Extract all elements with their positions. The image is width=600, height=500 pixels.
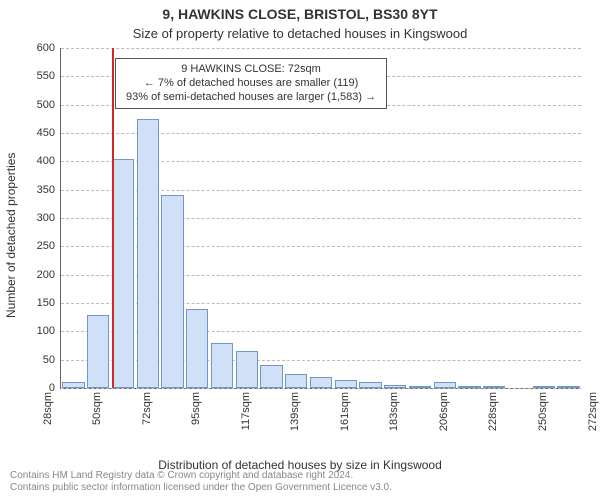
x-tick-label: 250sqm [537, 392, 549, 442]
y-tick-label: 100 [37, 325, 61, 337]
y-tick-label: 350 [37, 184, 61, 196]
credits-line-1: Contains HM Land Registry data © Crown c… [10, 470, 590, 482]
x-tick-label: 72sqm [141, 392, 153, 442]
y-tick-label: 600 [37, 42, 61, 54]
histogram-bar [483, 386, 505, 388]
histogram-bar [310, 377, 332, 388]
y-tick-label: 200 [37, 269, 61, 281]
marker-line [112, 48, 114, 388]
x-tick-label: 95sqm [190, 392, 202, 442]
histogram-bar [335, 380, 357, 389]
gridline [61, 48, 581, 49]
x-tick-label: 139sqm [289, 392, 301, 442]
y-tick-label: 50 [43, 354, 61, 366]
plot-area: 05010015020025030035040045050055060028sq… [60, 48, 581, 389]
histogram-bar [161, 195, 183, 388]
histogram-bar [285, 374, 307, 388]
histogram-bar [87, 315, 109, 388]
chart-title-main: 9, HAWKINS CLOSE, BRISTOL, BS30 8YT [0, 6, 600, 22]
x-tick-label: 206sqm [438, 392, 450, 442]
histogram-bar [186, 309, 208, 388]
histogram-bar [359, 382, 381, 388]
x-tick-label: 228sqm [487, 392, 499, 442]
x-tick-label: 117sqm [240, 392, 252, 442]
x-tick-label: 50sqm [91, 392, 103, 442]
histogram-bar [533, 386, 555, 388]
histogram-bar [112, 159, 134, 389]
x-tick-label: 161sqm [339, 392, 351, 442]
chart-title-sub: Size of property relative to detached ho… [0, 26, 600, 41]
credits-block: Contains HM Land Registry data © Crown c… [0, 466, 600, 500]
histogram-bar [62, 382, 84, 388]
y-tick-label: 500 [37, 99, 61, 111]
x-tick-label: 28sqm [42, 392, 54, 442]
y-axis-label: Number of detached properties [4, 153, 18, 318]
histogram-bar [137, 119, 159, 388]
y-tick-label: 450 [37, 127, 61, 139]
y-tick-label: 300 [37, 212, 61, 224]
annotation-line: ← 7% of detached houses are smaller (119… [126, 77, 376, 91]
histogram-bar [260, 365, 282, 388]
y-tick-label: 150 [37, 297, 61, 309]
histogram-bar [236, 351, 258, 388]
annotation-box: 9 HAWKINS CLOSE: 72sqm← 7% of detached h… [115, 58, 387, 109]
histogram-bar [409, 386, 431, 388]
histogram-bar [458, 386, 480, 388]
x-tick-label: 272sqm [587, 392, 599, 442]
y-tick-label: 400 [37, 155, 61, 167]
credits-line-2: Contains public sector information licen… [10, 482, 590, 494]
y-tick-label: 250 [37, 240, 61, 252]
annotation-line: 93% of semi-detached houses are larger (… [126, 91, 376, 105]
x-tick-label: 183sqm [388, 392, 400, 442]
annotation-line: 9 HAWKINS CLOSE: 72sqm [126, 63, 376, 77]
y-tick-label: 550 [37, 70, 61, 82]
histogram-bar [434, 382, 456, 388]
histogram-bar [557, 386, 579, 388]
histogram-bar [384, 385, 406, 388]
histogram-bar [211, 343, 233, 388]
gridline [61, 388, 581, 389]
